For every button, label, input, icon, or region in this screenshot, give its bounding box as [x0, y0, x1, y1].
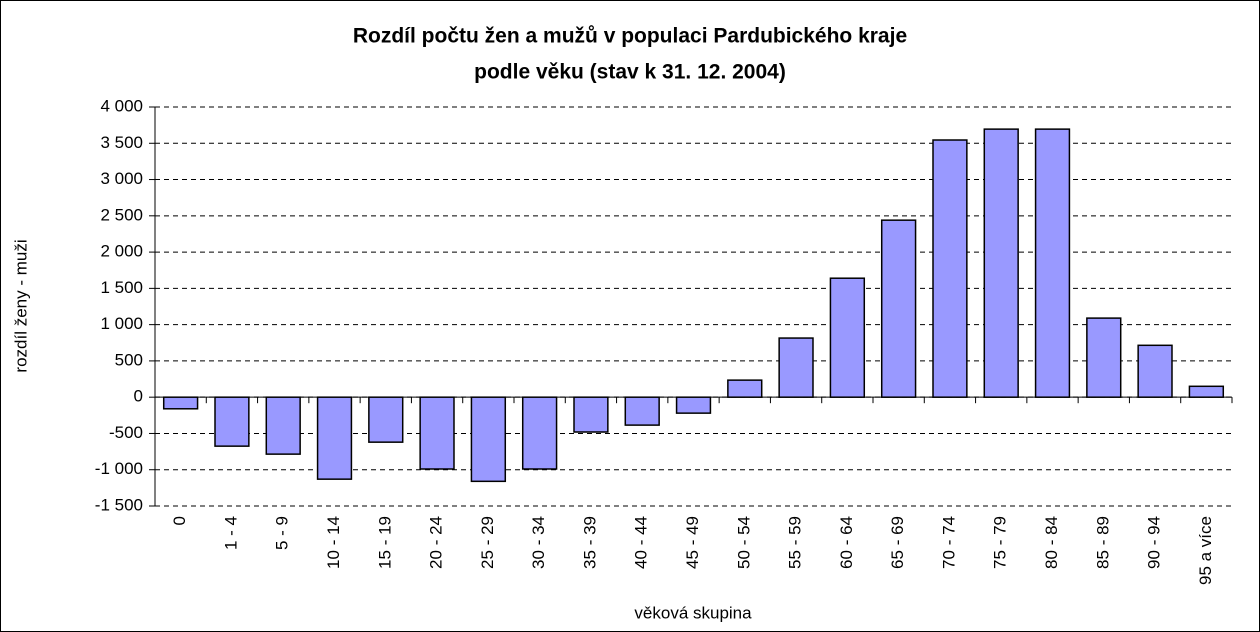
- x-tick-label: 40 - 44: [632, 516, 651, 569]
- x-tick-label: 60 - 64: [837, 516, 856, 569]
- x-tick-label: 20 - 24: [427, 516, 446, 569]
- bar: [265, 396, 301, 455]
- x-tick-label: 50 - 54: [734, 516, 753, 569]
- bar: [1188, 385, 1225, 398]
- bar: [829, 277, 866, 398]
- bar: [214, 396, 250, 447]
- x-tick-label: 25 - 29: [478, 516, 497, 569]
- y-tick-label: -1 500: [95, 495, 143, 514]
- x-tick-label: 70 - 74: [939, 516, 958, 569]
- y-tick-label: 0: [134, 387, 143, 406]
- bar: [1034, 128, 1071, 398]
- bar: [932, 139, 968, 398]
- x-tick-label: 15 - 19: [375, 516, 394, 569]
- x-tick-label: 35 - 39: [580, 516, 599, 569]
- x-tick-label: 45 - 49: [683, 516, 702, 569]
- x-tick-label: 0: [170, 516, 189, 525]
- x-tick-label: 65 - 69: [888, 516, 907, 569]
- y-tick-label: 1 500: [100, 278, 143, 297]
- x-tick-label: 10 - 14: [324, 516, 343, 569]
- bar: [727, 379, 763, 398]
- y-tick-label: 2 500: [100, 205, 143, 224]
- bar: [624, 396, 660, 426]
- x-axis-title: věková skupina: [634, 603, 752, 622]
- x-tick-label: 55 - 59: [786, 516, 805, 569]
- chart-title: Rozdíl počtu žen a mužů v populaci Pardu…: [353, 25, 907, 48]
- x-tick-label: 5 - 9: [273, 516, 292, 550]
- bar: [675, 396, 712, 414]
- bar: [1137, 344, 1173, 398]
- y-tick-label: 4 000: [100, 96, 143, 115]
- x-tick-label: 30 - 34: [529, 516, 548, 569]
- y-tick-label: 3 000: [100, 169, 143, 188]
- bar: [983, 128, 1019, 398]
- bar: [470, 396, 507, 483]
- y-tick-label: 500: [115, 350, 143, 369]
- bar: [521, 396, 558, 470]
- x-tick-label: 80 - 84: [1042, 516, 1061, 569]
- y-tick-label: -500: [109, 423, 143, 442]
- y-tick-label: 3 500: [100, 133, 143, 152]
- x-tick-label: 85 - 89: [1093, 516, 1112, 569]
- bar: [419, 396, 455, 470]
- bar: [316, 396, 353, 480]
- x-tick-label: 95 a více: [1196, 516, 1215, 585]
- bar: [880, 219, 917, 398]
- y-tick-label: 1 000: [100, 314, 143, 333]
- y-tick-label: 2 000: [100, 242, 143, 261]
- bar: [1086, 317, 1122, 398]
- bar: [368, 396, 404, 443]
- x-tick-label: 75 - 79: [991, 516, 1010, 569]
- x-tick-label: 90 - 94: [1145, 516, 1164, 569]
- y-axis-title: rozdíl ženy - muži: [11, 239, 30, 372]
- chart-subtitle: podle věku (stav k 31. 12. 2004): [474, 61, 786, 84]
- bar: [162, 396, 199, 410]
- x-tick-label: 1 - 4: [221, 516, 240, 550]
- bar: [573, 396, 609, 433]
- bar: [778, 337, 814, 398]
- y-tick-label: -1 000: [95, 459, 143, 478]
